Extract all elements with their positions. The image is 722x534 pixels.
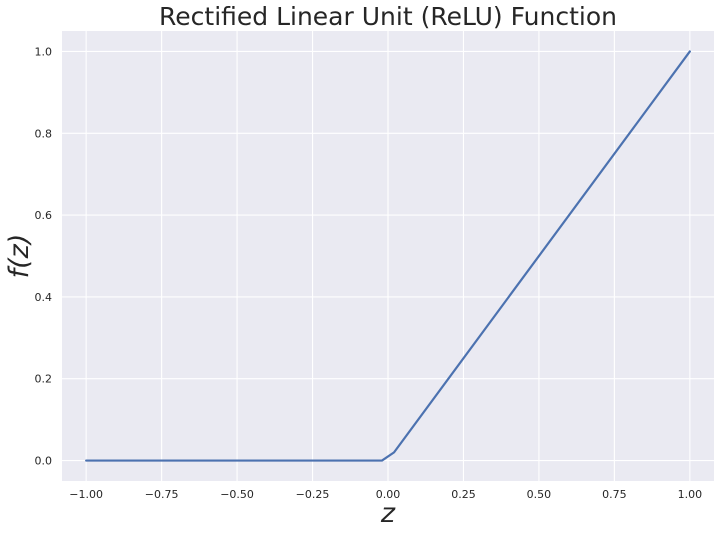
chart-title: Rectified Linear Unit (ReLU) Function [159, 2, 617, 31]
y-tick-label: 0.2 [35, 373, 53, 386]
x-axis-label: z [380, 498, 396, 529]
y-tick-labels: 0.0 0.2 0.4 0.6 0.8 1.0 [35, 45, 53, 467]
series-layer [85, 50, 691, 462]
y-tick-label: 0.8 [35, 127, 53, 140]
x-tick-label: 1.00 [678, 488, 703, 501]
x-tick-labels: −1.00 −0.75 −0.50 −0.25 0.00 0.25 0.50 0.75 1.00 [69, 488, 702, 501]
x-tick-label: −0.75 [145, 488, 179, 501]
y-tick-label: 0.6 [35, 209, 53, 222]
x-tick-label: −1.00 [69, 488, 103, 501]
y-tick-label: 0.4 [35, 291, 53, 304]
grid [62, 31, 714, 481]
x-tick-label: 0.00 [376, 488, 401, 501]
y-tick-label: 1.0 [35, 45, 53, 58]
x-tick-label: −0.25 [296, 488, 330, 501]
y-tick-label: 0.0 [35, 455, 53, 468]
x-tick-label: 0.25 [451, 488, 476, 501]
x-tick-label: 0.75 [602, 488, 627, 501]
relu-series-line [85, 50, 691, 462]
x-tick-label: 0.50 [527, 488, 552, 501]
x-tick-label: −0.50 [220, 488, 254, 501]
y-axis-label: f(z) [4, 234, 35, 279]
